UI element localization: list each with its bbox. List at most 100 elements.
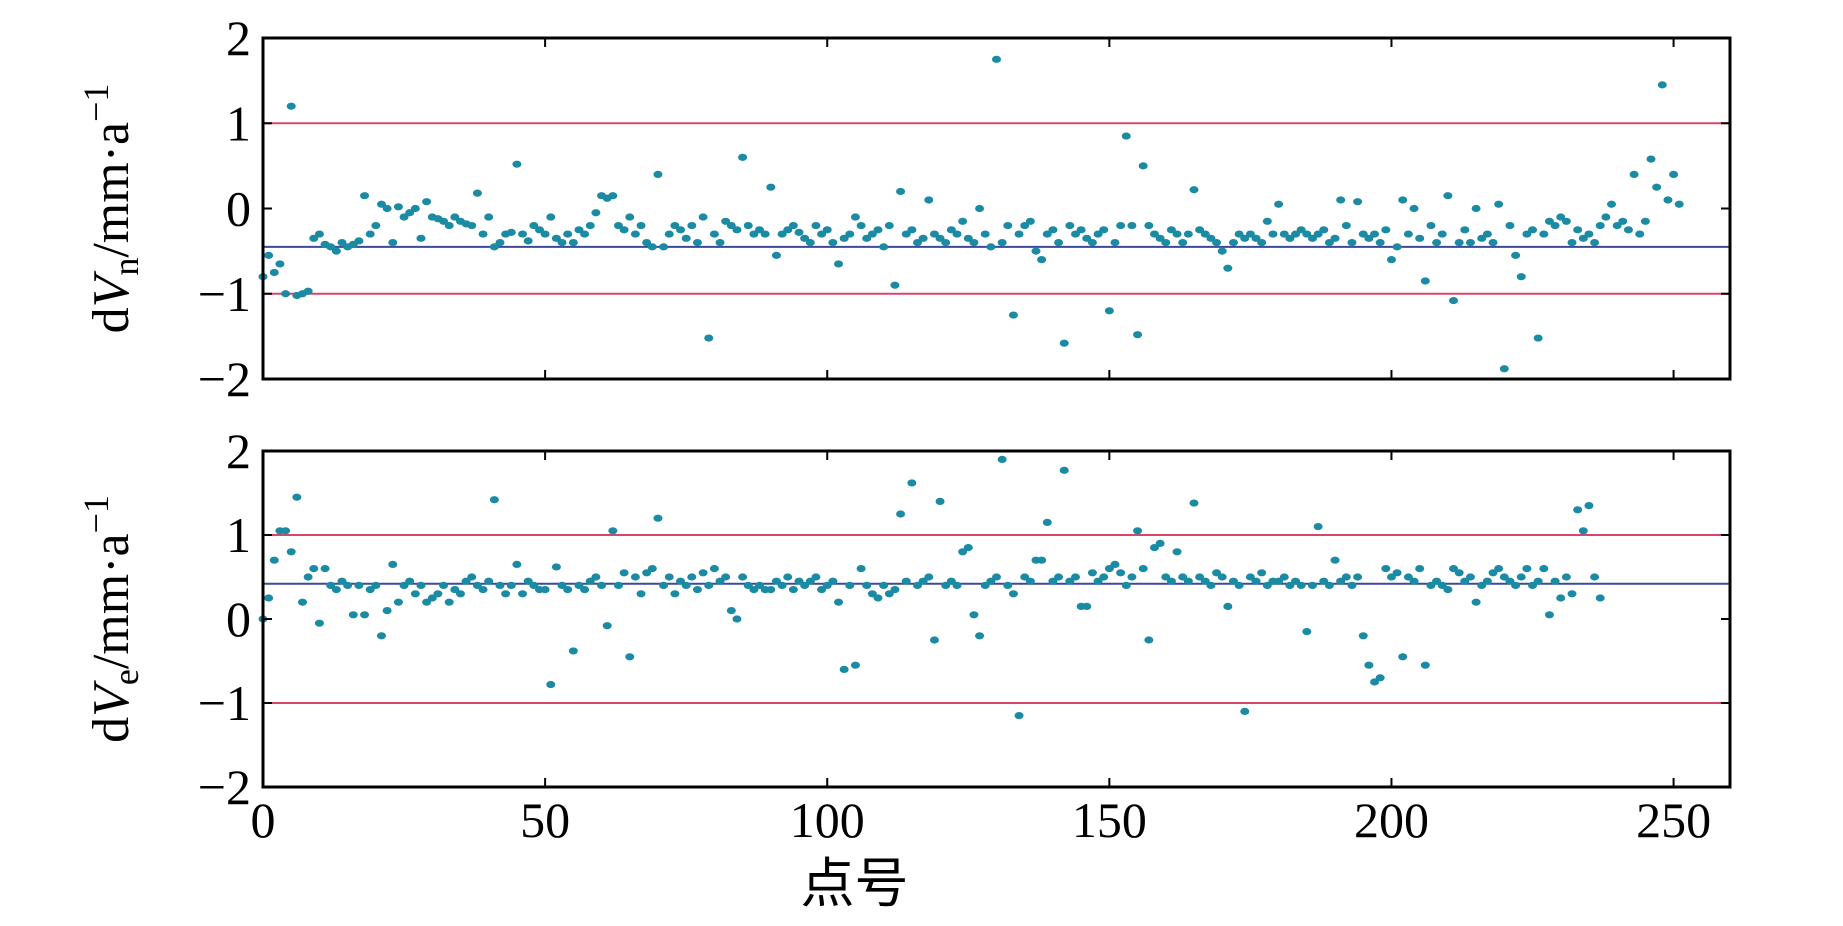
data-point-181 xyxy=(1279,230,1289,238)
data-point-91 xyxy=(771,577,781,585)
data-point-225 xyxy=(1528,581,1538,590)
data-point-129 xyxy=(986,243,996,251)
data-point-86 xyxy=(743,581,753,590)
data-point-89 xyxy=(760,230,770,238)
data-point-203 xyxy=(1403,573,1413,581)
data-point-65 xyxy=(625,653,635,661)
data-point-67 xyxy=(636,590,646,598)
data-point-201 xyxy=(1392,243,1402,251)
data-point-52 xyxy=(551,563,561,571)
data-point-5 xyxy=(286,548,296,556)
data-point-190 xyxy=(1330,234,1340,242)
data-point-102 xyxy=(834,260,844,268)
y-tick-label-4: −2 xyxy=(198,351,251,407)
data-point-234 xyxy=(1578,234,1588,242)
data-point-127 xyxy=(975,632,985,640)
data-point-39 xyxy=(478,230,488,238)
data-point-48 xyxy=(529,221,539,230)
data-point-62 xyxy=(608,527,618,535)
data-point-59 xyxy=(591,209,601,217)
data-point-141 xyxy=(1054,573,1064,581)
data-point-66 xyxy=(630,230,640,238)
data-point-238 xyxy=(1601,213,1611,221)
data-point-100 xyxy=(822,226,832,234)
data-point-53 xyxy=(557,581,567,590)
data-point-144 xyxy=(1070,573,1080,581)
data-point-121 xyxy=(941,581,951,590)
data-point-121 xyxy=(941,239,951,247)
data-point-70 xyxy=(653,170,663,178)
data-point-23 xyxy=(388,560,398,569)
data-point-210 xyxy=(1443,586,1453,594)
data-point-87 xyxy=(749,586,759,594)
data-point-132 xyxy=(1003,581,1013,590)
data-point-25 xyxy=(399,581,409,590)
data-point-75 xyxy=(681,581,691,590)
data-point-66 xyxy=(630,573,640,581)
data-point-163 xyxy=(1178,239,1188,247)
data-point-64 xyxy=(619,569,629,577)
data-point-199 xyxy=(1381,565,1391,573)
data-point-88 xyxy=(755,581,765,590)
data-point-1 xyxy=(264,251,274,259)
data-point-84 xyxy=(732,226,742,234)
data-point-114 xyxy=(901,577,911,585)
data-point-152 xyxy=(1116,221,1126,230)
data-point-132 xyxy=(1003,221,1013,230)
ylabel-subscript: n xyxy=(106,258,146,276)
data-point-10 xyxy=(314,230,324,238)
data-point-136 xyxy=(1025,577,1035,585)
data-point-182 xyxy=(1285,234,1295,242)
data-point-125 xyxy=(963,234,973,242)
data-point-2 xyxy=(269,556,279,564)
data-point-158 xyxy=(1149,544,1159,552)
data-point-43 xyxy=(501,590,511,598)
data-point-177 xyxy=(1257,239,1267,247)
data-point-193 xyxy=(1347,239,1357,247)
data-point-136 xyxy=(1025,217,1035,225)
data-point-170 xyxy=(1217,573,1227,581)
data-point-72 xyxy=(664,230,674,238)
data-point-53 xyxy=(557,239,567,247)
data-point-69 xyxy=(647,565,657,573)
data-point-50 xyxy=(540,230,550,238)
data-point-144 xyxy=(1070,230,1080,238)
data-point-91 xyxy=(771,251,781,259)
data-point-192 xyxy=(1341,221,1351,230)
data-point-107 xyxy=(862,234,872,242)
data-point-32 xyxy=(439,217,449,225)
data-point-79 xyxy=(704,581,714,590)
data-point-11 xyxy=(320,565,330,573)
data-point-33 xyxy=(444,598,454,606)
data-point-26 xyxy=(405,209,415,217)
y-tick-label-0: 2 xyxy=(226,423,251,479)
data-point-189 xyxy=(1324,581,1334,590)
data-point-3 xyxy=(275,260,285,268)
y-tick-label-0: 2 xyxy=(226,10,251,66)
data-point-110 xyxy=(879,581,889,590)
x-tick-label-3: 150 xyxy=(1072,792,1147,848)
data-point-4 xyxy=(281,290,291,298)
data-point-164 xyxy=(1183,577,1193,585)
data-point-110 xyxy=(879,243,889,251)
data-point-21 xyxy=(376,632,386,640)
data-point-61 xyxy=(602,622,612,630)
data-point-10 xyxy=(314,619,324,627)
data-point-166 xyxy=(1195,573,1205,581)
data-point-197 xyxy=(1370,230,1380,238)
data-point-171 xyxy=(1223,602,1233,611)
data-point-13 xyxy=(331,247,341,255)
data-point-218 xyxy=(1488,239,1498,247)
data-point-174 xyxy=(1240,234,1250,242)
data-point-20 xyxy=(371,581,381,590)
data-point-25 xyxy=(399,213,409,221)
data-point-139 xyxy=(1042,518,1052,527)
data-point-196 xyxy=(1364,234,1374,242)
data-point-78 xyxy=(698,569,708,577)
data-point-232 xyxy=(1567,590,1577,598)
data-point-34 xyxy=(450,213,460,221)
data-point-51 xyxy=(546,213,556,221)
data-point-54 xyxy=(563,586,573,594)
data-point-33 xyxy=(444,221,454,230)
data-point-143 xyxy=(1065,221,1075,230)
